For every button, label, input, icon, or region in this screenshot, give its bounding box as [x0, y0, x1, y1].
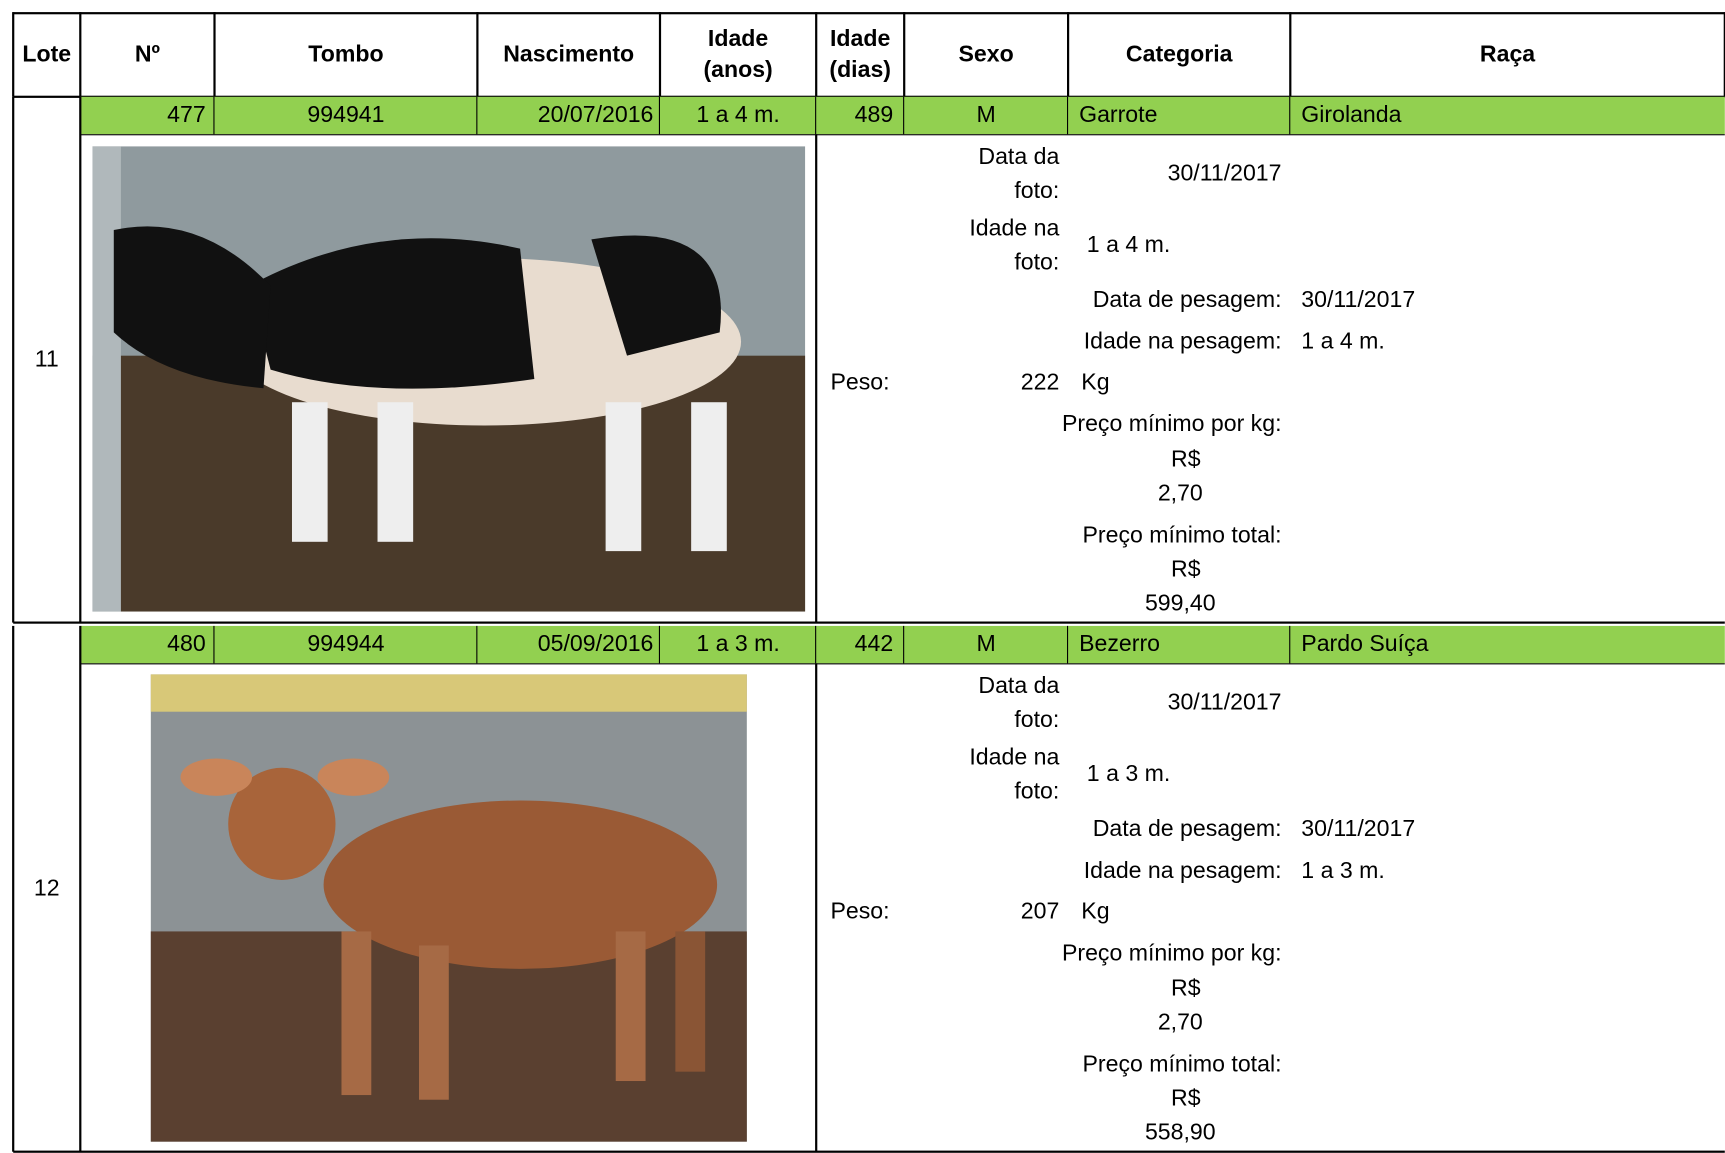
- detail-value: 1 a 4 m.: [1301, 326, 1521, 359]
- detail-value: 558,90: [1125, 1117, 1235, 1150]
- border: [79, 97, 81, 623]
- row-cell: 489: [816, 97, 904, 134]
- border: [13, 12, 1725, 14]
- row-cell: 05/09/2016: [477, 626, 660, 663]
- border: [1067, 12, 1069, 97]
- detail-unit: Kg: [1081, 895, 1147, 928]
- header-cell: Nascimento: [477, 13, 660, 96]
- detail-label: Peso:: [831, 895, 919, 928]
- border: [476, 12, 478, 97]
- border: [12, 97, 14, 623]
- row-cell: 994944: [215, 626, 478, 663]
- detail-value: 1 a 3 m.: [1087, 758, 1285, 791]
- border: [815, 12, 817, 97]
- border: [815, 663, 817, 1151]
- detail-label: Data de pesagem:: [904, 813, 1281, 846]
- border: [80, 663, 1725, 664]
- row-cell: 477: [80, 97, 214, 134]
- header-cell: Idade (anos): [660, 13, 816, 96]
- row-cell: 20/07/2016: [477, 97, 660, 134]
- border: [13, 1151, 1725, 1153]
- lote-cell: 12: [13, 626, 80, 1152]
- detail-value: 2,70: [1125, 477, 1235, 510]
- sheet: LoteNºTomboNascimentoIdade (anos)Idade (…: [0, 0, 1725, 1148]
- detail-label: Data de pesagem:: [904, 284, 1281, 317]
- border: [903, 12, 905, 97]
- detail-label: Data da foto:: [904, 141, 1059, 207]
- detail-currency: R$: [1131, 553, 1241, 586]
- detail-currency: R$: [1131, 443, 1241, 476]
- animal-photo: [151, 674, 747, 1142]
- detail-value: 30/11/2017: [1068, 157, 1281, 190]
- border: [1289, 12, 1291, 97]
- detail-unit: Kg: [1081, 366, 1147, 399]
- header-cell: Lote: [13, 13, 80, 96]
- row-cell: Girolanda: [1290, 97, 1725, 134]
- border: [79, 626, 81, 1152]
- border: [12, 626, 14, 1152]
- row-cell: M: [904, 626, 1068, 663]
- detail-label: Peso:: [831, 366, 919, 399]
- header-cell: Raça: [1290, 13, 1725, 96]
- lote-cell: 11: [13, 97, 80, 623]
- detail-currency: R$: [1131, 972, 1241, 1005]
- border: [213, 12, 215, 97]
- row-cell: 994941: [215, 97, 478, 134]
- border: [12, 12, 14, 97]
- animal-photo: [92, 146, 805, 611]
- row-cell: 1 a 4 m.: [660, 97, 816, 134]
- detail-label: Idade na pesagem:: [904, 326, 1281, 359]
- border: [79, 12, 81, 97]
- detail-value: 30/11/2017: [1301, 813, 1521, 846]
- border: [815, 134, 817, 622]
- border: [13, 622, 1725, 624]
- row-cell: 1 a 3 m.: [660, 626, 816, 663]
- header-cell: Tombo: [215, 13, 478, 96]
- row-cell: Pardo Suíça: [1290, 626, 1725, 663]
- detail-currency: R$: [1131, 1082, 1241, 1115]
- border: [659, 12, 661, 97]
- detail-label: Preço mínimo total:: [904, 1048, 1281, 1081]
- row-cell: 442: [816, 626, 904, 663]
- row-cell: 480: [80, 626, 214, 663]
- row-cell: Bezerro: [1068, 626, 1290, 663]
- detail-label: Idade na foto:: [904, 741, 1059, 807]
- detail-value: 30/11/2017: [1068, 686, 1281, 719]
- detail-value: 2,70: [1125, 1007, 1235, 1040]
- header-cell: Categoria: [1068, 13, 1290, 96]
- detail-value: 599,40: [1125, 587, 1235, 620]
- detail-value: 222: [935, 366, 1059, 399]
- detail-value: 1 a 4 m.: [1087, 229, 1285, 262]
- detail-value: 30/11/2017: [1301, 284, 1521, 317]
- header-cell: Nº: [80, 13, 214, 96]
- detail-label: Preço mínimo por kg:: [904, 937, 1281, 970]
- detail-label: Preço mínimo total:: [904, 519, 1281, 552]
- row-cell: M: [904, 97, 1068, 134]
- detail-label: Preço mínimo por kg:: [904, 408, 1281, 441]
- header-cell: Sexo: [904, 13, 1068, 96]
- header-cell: Idade (dias): [816, 13, 904, 96]
- detail-value: 207: [935, 895, 1059, 928]
- detail-label: Idade na foto:: [904, 212, 1059, 278]
- detail-label: Idade na pesagem:: [904, 855, 1281, 888]
- detail-value: 1 a 3 m.: [1301, 855, 1521, 888]
- detail-label: Data da foto:: [904, 670, 1059, 736]
- row-cell: Garrote: [1068, 97, 1290, 134]
- border: [80, 134, 1725, 135]
